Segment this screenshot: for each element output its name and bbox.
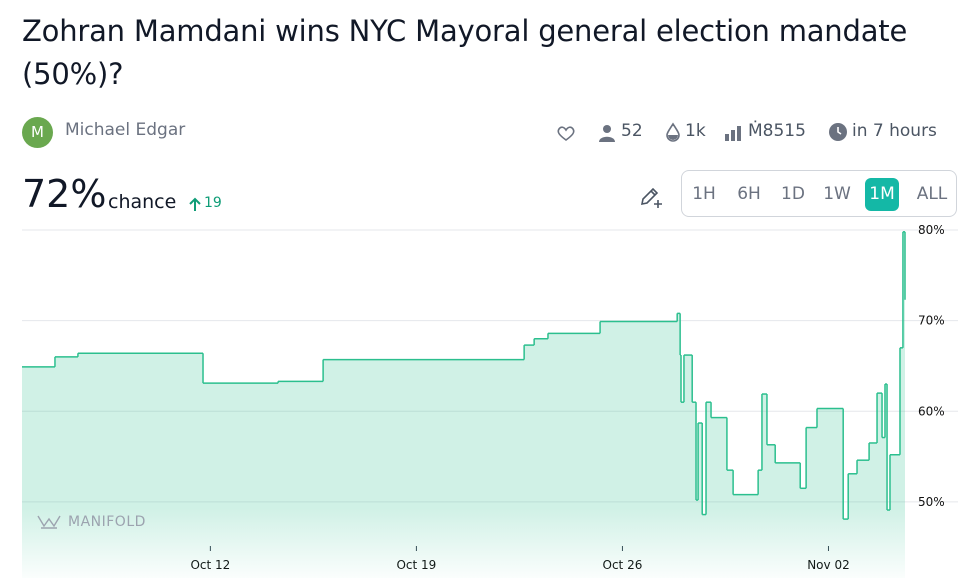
y-tick-label: 50%: [918, 495, 945, 509]
market-title: Zohran Mamdani wins NYC Mayoral general …: [22, 14, 908, 91]
time-range-button[interactable]: 6H: [737, 184, 761, 204]
time-range-button[interactable]: ALL: [916, 184, 948, 204]
liquidity: Ṁ8515: [748, 121, 806, 141]
probability: 72%: [22, 172, 107, 216]
close-time-icon: [829, 123, 847, 141]
liquidity-icon: [725, 126, 741, 141]
probability-change: 19: [204, 195, 222, 211]
time-range-selector: 1H 6H 1D 1W 1M ALL: [681, 170, 957, 217]
traders-count: 52: [621, 121, 643, 141]
step-line: [22, 231, 906, 520]
edit-icon[interactable]: [638, 184, 664, 210]
watermark-text: MANIFOLD: [68, 514, 146, 530]
time-range-button[interactable]: 1D: [781, 184, 805, 204]
time-range-button[interactable]: 1W: [823, 184, 851, 204]
avatar[interactable]: M: [22, 117, 53, 148]
time-range-button[interactable]: 1H: [692, 184, 716, 204]
watermark-logo: [37, 515, 61, 529]
area-fill: [22, 231, 905, 578]
y-tick-label: 70%: [918, 314, 945, 328]
y-tick-label: 80%: [918, 223, 945, 237]
y-tick-label: 60%: [918, 404, 945, 418]
watermark: MANIFOLD: [37, 514, 146, 530]
volume: 1k: [685, 121, 706, 141]
traders-icon: [599, 125, 615, 142]
probability-label: chance: [108, 191, 177, 213]
time-range-button[interactable]: 1M: [865, 178, 899, 211]
change-arrow: [189, 197, 201, 211]
like-icon[interactable]: [555, 122, 577, 144]
volume-icon: [666, 122, 680, 142]
close-time: in 7 hours: [852, 121, 937, 141]
author-name[interactable]: Michael Edgar: [65, 120, 186, 140]
